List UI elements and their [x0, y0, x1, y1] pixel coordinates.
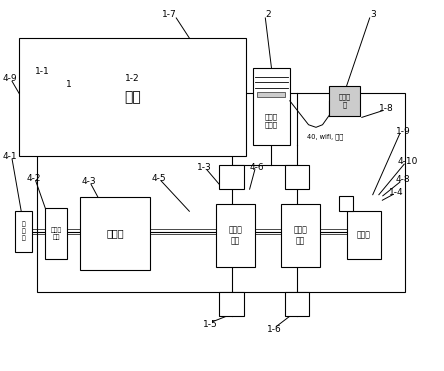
- Text: 一级齿
轮箱: 一级齿 轮箱: [294, 225, 308, 245]
- Text: 二级齿
轮箱: 二级齿 轮箱: [228, 225, 242, 245]
- Bar: [329, 86, 360, 115]
- Text: 40, wifi, 专网: 40, wifi, 专网: [307, 134, 343, 140]
- Text: 分
动
箱: 分 动 箱: [22, 222, 25, 241]
- Text: 1-6: 1-6: [267, 325, 281, 334]
- Bar: [339, 196, 353, 211]
- Text: 3: 3: [370, 10, 376, 19]
- Text: 1-5: 1-5: [203, 320, 218, 329]
- Text: 4-3: 4-3: [82, 177, 96, 186]
- Text: 空压机: 空压机: [357, 231, 371, 240]
- Bar: [45, 208, 67, 259]
- Text: 1-7: 1-7: [163, 10, 177, 19]
- Bar: [281, 204, 320, 266]
- Bar: [257, 92, 285, 97]
- Text: 2: 2: [265, 10, 271, 19]
- Text: 4-5: 4-5: [151, 174, 166, 183]
- Text: 1-3: 1-3: [197, 162, 212, 172]
- Bar: [285, 164, 309, 189]
- Text: 1: 1: [67, 80, 72, 89]
- Text: 车载显
示: 车载显 示: [338, 93, 350, 108]
- Text: 柴油机: 柴油机: [106, 229, 124, 239]
- Bar: [253, 68, 290, 145]
- Bar: [347, 211, 381, 259]
- Text: 1-4: 1-4: [389, 188, 404, 197]
- Bar: [36, 93, 405, 292]
- Text: 4-1: 4-1: [2, 151, 17, 161]
- Text: 1-9: 1-9: [396, 127, 411, 135]
- Bar: [219, 164, 244, 189]
- Bar: [15, 211, 32, 252]
- Text: 4-10: 4-10: [397, 157, 418, 166]
- Text: 1-1: 1-1: [35, 67, 50, 76]
- Bar: [285, 292, 309, 316]
- Text: 弹性联
轴器: 弹性联 轴器: [51, 227, 62, 240]
- Bar: [219, 292, 244, 316]
- Text: 4-8: 4-8: [396, 175, 411, 184]
- Text: 4-9: 4-9: [2, 74, 17, 83]
- Bar: [215, 204, 255, 266]
- Text: 1-8: 1-8: [378, 104, 393, 113]
- Text: 1-2: 1-2: [125, 74, 140, 83]
- Bar: [80, 197, 150, 270]
- Text: 4-2: 4-2: [26, 174, 41, 183]
- Text: 智能采
集单元: 智能采 集单元: [265, 114, 278, 128]
- Bar: [19, 38, 246, 156]
- Text: 车体: 车体: [124, 90, 141, 104]
- Text: 4-6: 4-6: [250, 162, 264, 172]
